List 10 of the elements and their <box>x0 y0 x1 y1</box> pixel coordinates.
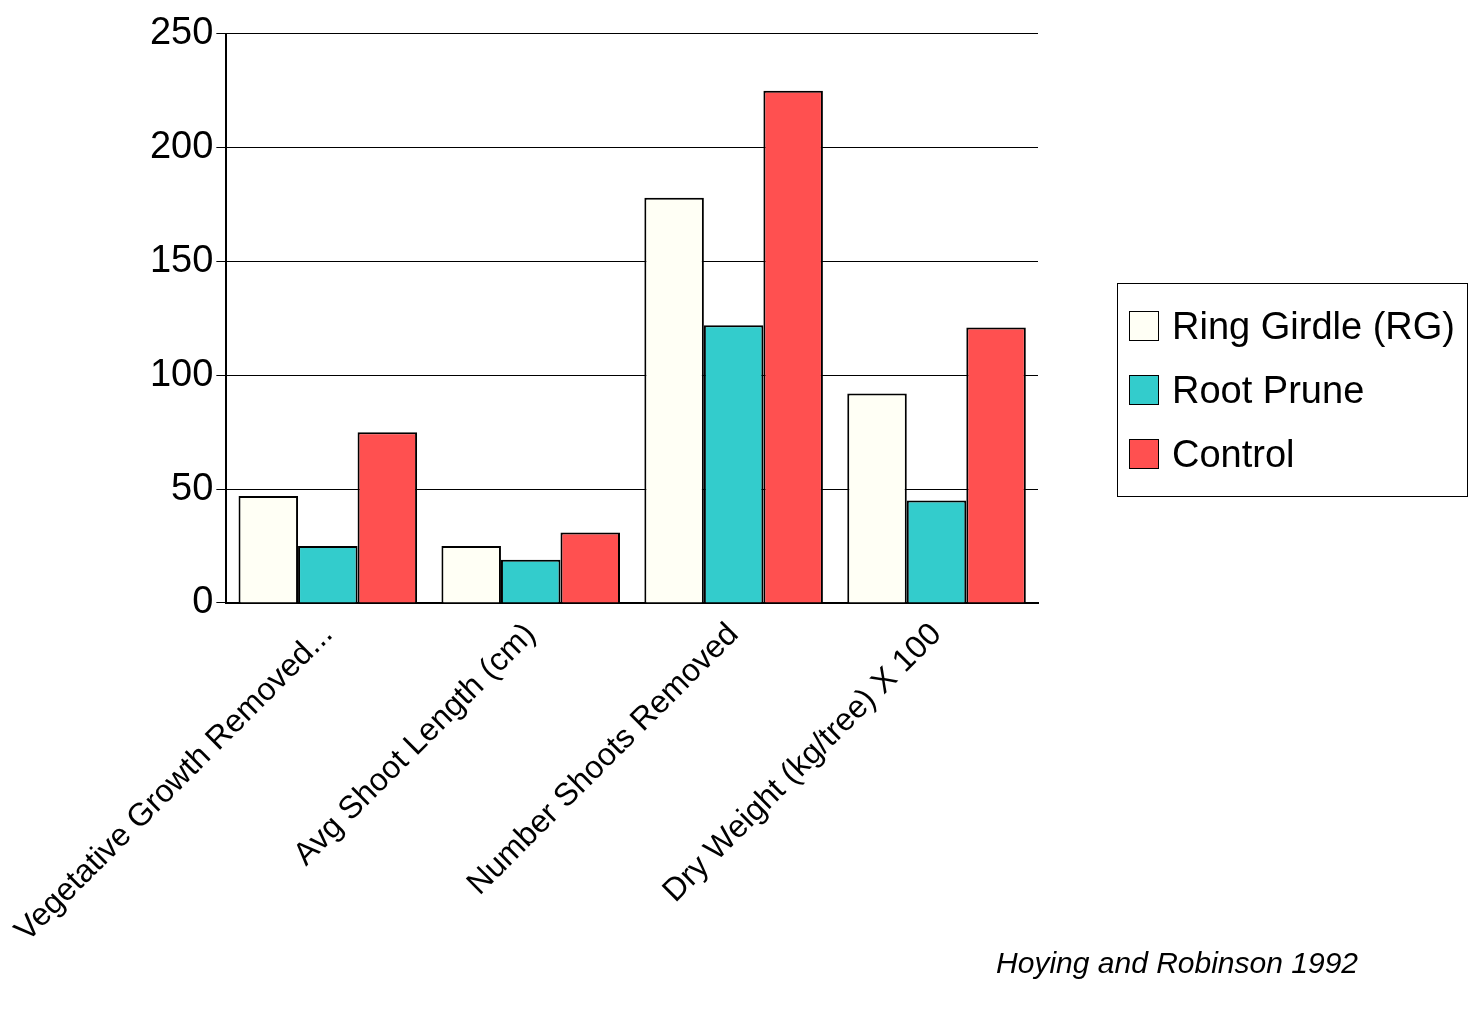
y-tick-label: 50 <box>171 465 214 508</box>
text: Hoying and Robinson 1992 <box>996 946 1359 979</box>
legend-label: Root Prune <box>1172 368 1365 412</box>
legend-label: Control <box>1172 432 1295 476</box>
y-tick-label: 250 <box>149 10 214 53</box>
y-tick-label: 200 <box>149 124 214 167</box>
y-tick-label: 0 <box>192 579 214 622</box>
y-tick-label: 100 <box>149 351 214 394</box>
legend-label: Ring Girdle (RG) <box>1172 304 1455 348</box>
y-tick-label: 150 <box>149 237 214 280</box>
